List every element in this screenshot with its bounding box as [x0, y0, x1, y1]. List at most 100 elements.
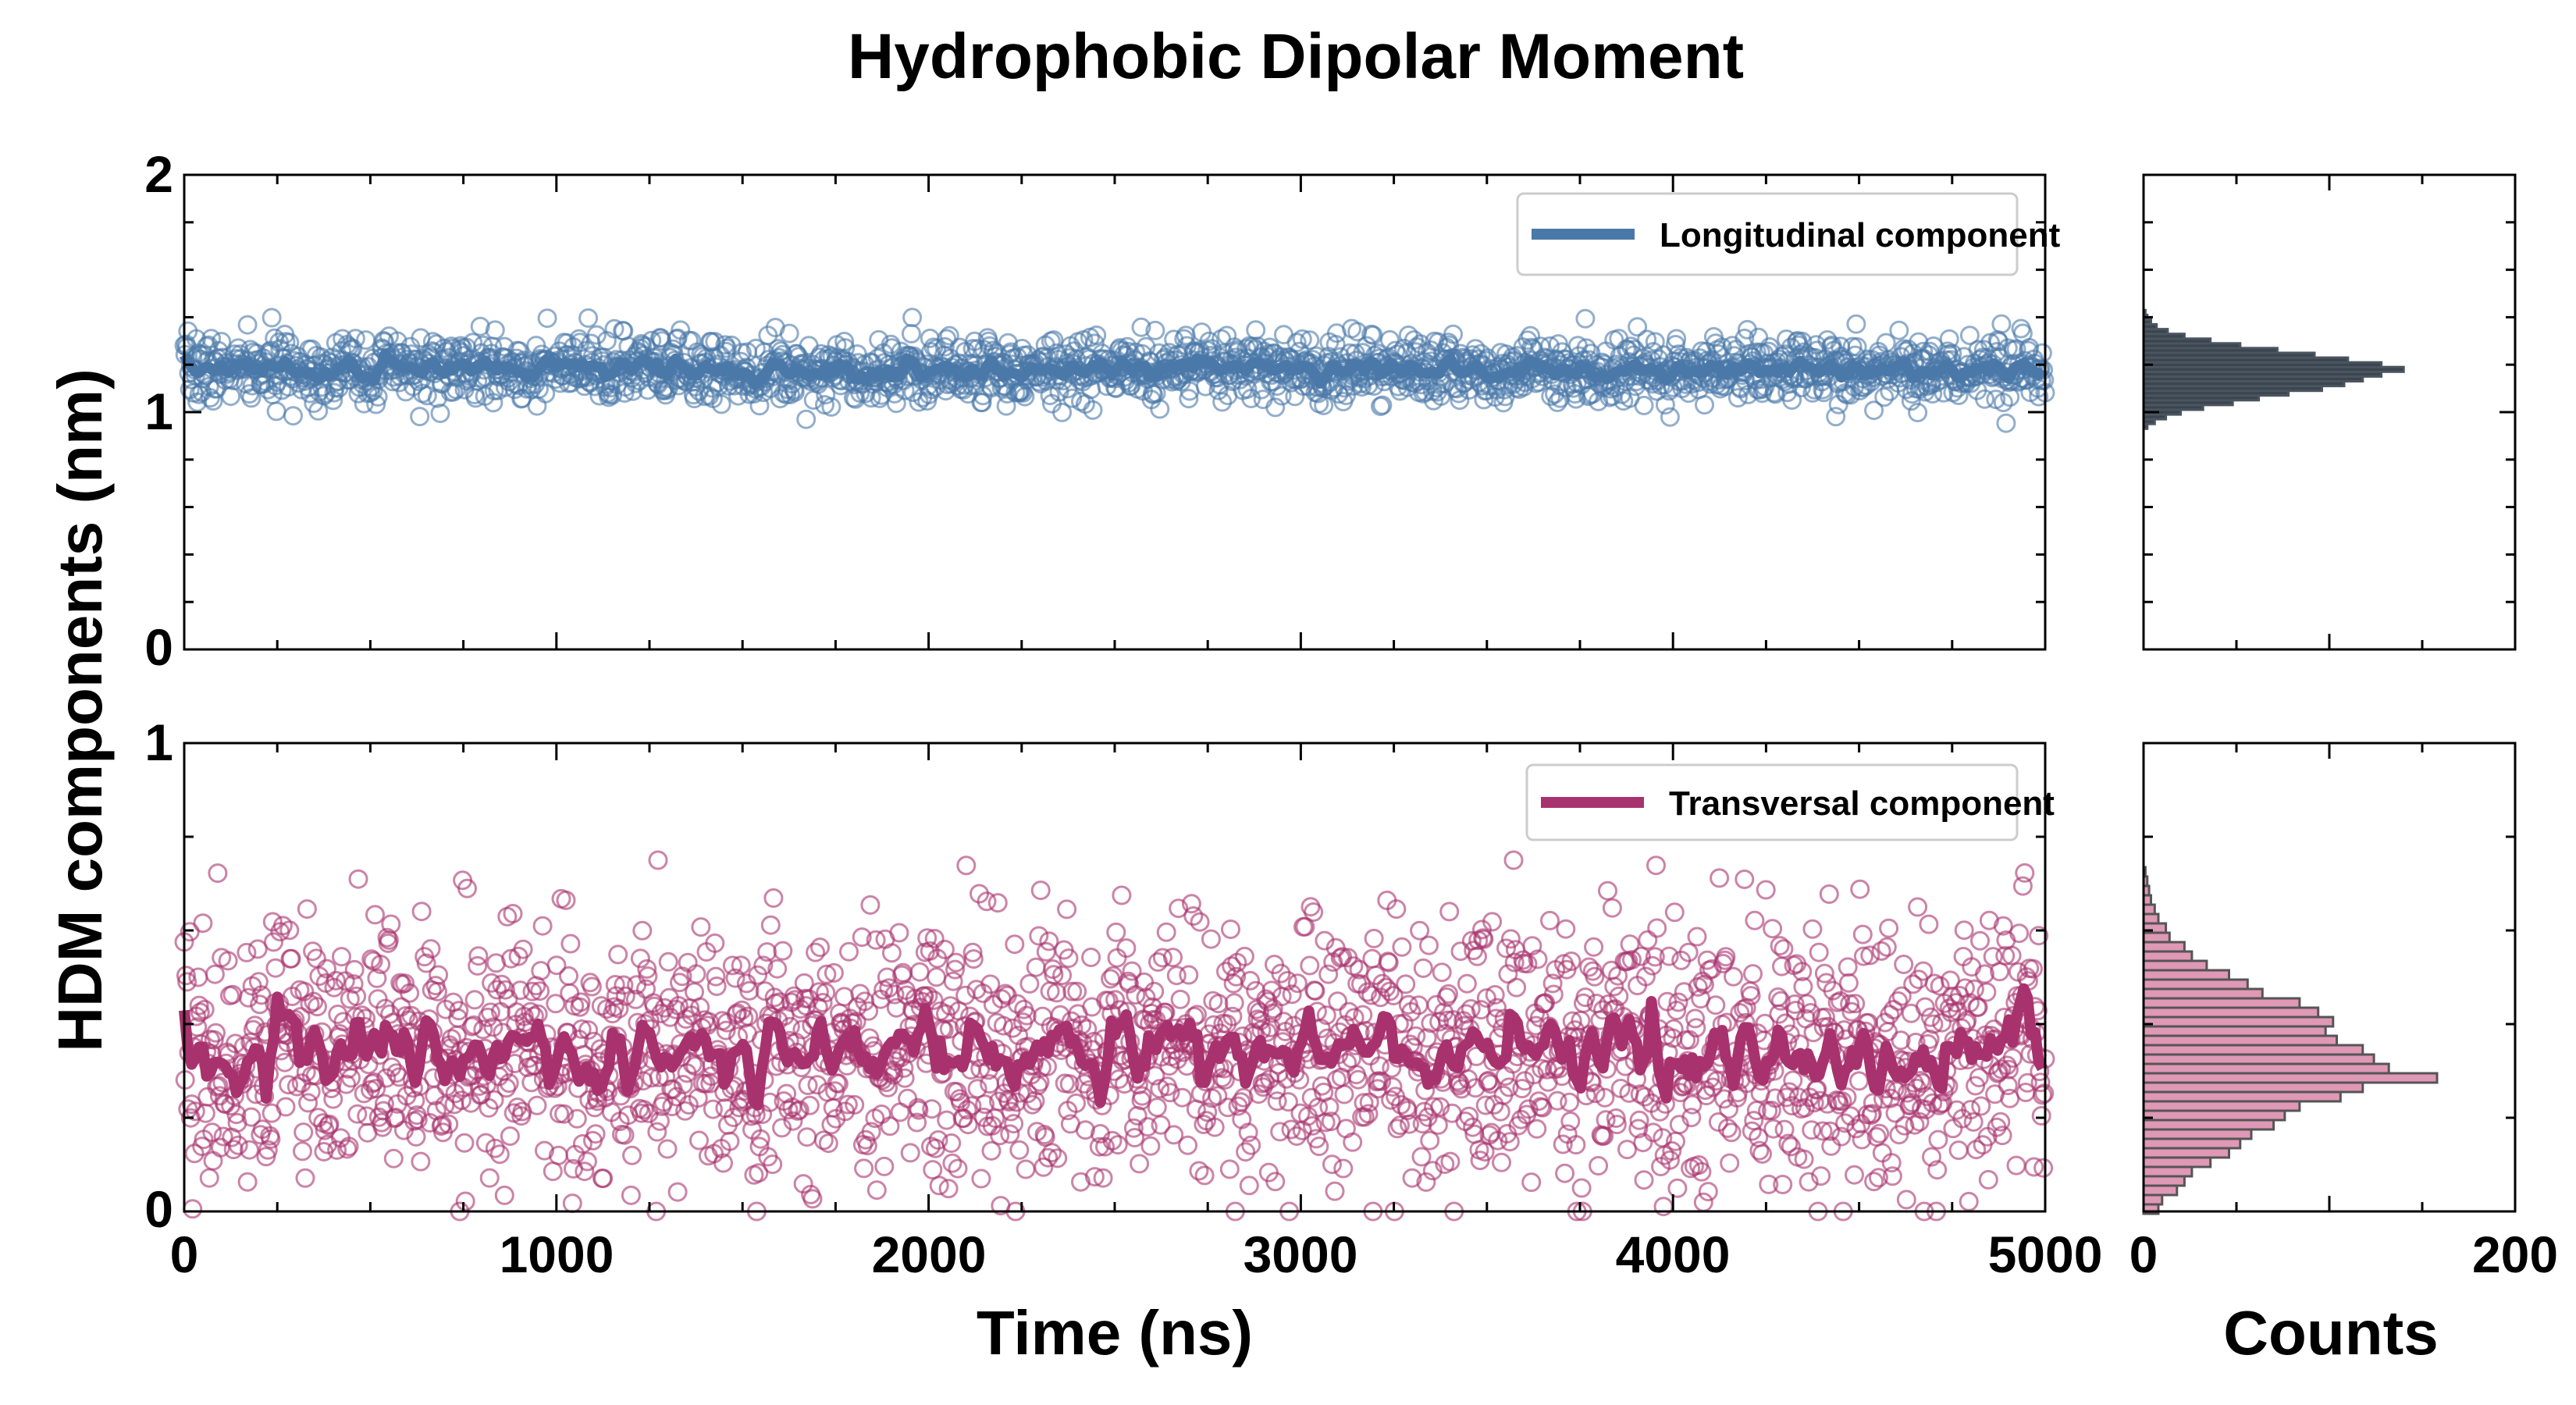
data-point — [1030, 1072, 1050, 1092]
data-point — [1047, 983, 1066, 1003]
data-point — [1261, 1017, 1281, 1037]
histogram-bar — [2142, 903, 2156, 916]
data-point — [343, 974, 364, 994]
data-point — [630, 948, 650, 969]
data-point — [443, 382, 464, 402]
data-point — [1119, 973, 1139, 994]
data-point — [731, 955, 751, 976]
data-point — [1057, 899, 1077, 919]
data-point — [763, 1154, 783, 1175]
data-point — [1144, 981, 1165, 1001]
data-point — [958, 1115, 978, 1135]
data-point — [208, 863, 228, 884]
data-point — [300, 383, 320, 404]
data-point — [971, 1168, 991, 1189]
data-point — [861, 1122, 881, 1142]
legend-label-longitudinal: Longitudinal component — [1660, 216, 2061, 254]
data-point — [1052, 402, 1073, 422]
data-point — [1241, 1135, 1261, 1155]
data-point — [1187, 1005, 1207, 1025]
data-point — [1081, 948, 1101, 967]
data-point — [410, 407, 430, 427]
data-point — [319, 1114, 340, 1134]
data-point — [250, 994, 270, 1015]
data-point — [798, 1076, 818, 1095]
data-point — [1160, 1083, 1180, 1103]
data-point — [1084, 1167, 1105, 1187]
data-point — [405, 1090, 425, 1111]
data-point — [489, 1144, 510, 1165]
data-point — [909, 1100, 929, 1120]
chart-title: Hydrophobic Dipolar Moment — [848, 21, 1744, 92]
data-point — [1183, 906, 1204, 926]
data-point — [1996, 413, 2016, 433]
data-point — [720, 1131, 740, 1151]
data-point — [208, 1076, 229, 1096]
data-point — [1163, 948, 1183, 968]
data-point — [241, 1107, 262, 1127]
x-axis-label: Time (ns) — [977, 1298, 1253, 1368]
data-point — [1122, 961, 1142, 981]
xtick-label-3000: 3000 — [1244, 1225, 1358, 1283]
data-point — [480, 1002, 500, 1023]
data-point — [390, 1067, 409, 1087]
data-point — [1208, 994, 1229, 1014]
data-point — [366, 1079, 386, 1099]
data-point — [1179, 389, 1199, 409]
data-point — [279, 1075, 299, 1095]
data-point — [681, 331, 702, 350]
histogram-bar — [2142, 1062, 2390, 1075]
data-point — [1112, 885, 1132, 905]
data-point — [348, 869, 368, 889]
data-point — [464, 990, 485, 1010]
data-point — [1896, 379, 1916, 400]
data-point — [1782, 390, 1802, 410]
data-point — [226, 1033, 246, 1054]
data-point — [411, 902, 432, 922]
data-point — [1194, 1115, 1214, 1134]
data-point — [722, 955, 742, 976]
data-point — [725, 968, 745, 988]
data-point — [1030, 880, 1051, 901]
data-point — [748, 965, 768, 985]
longitudinal-ticks — [183, 173, 2047, 651]
data-point — [621, 1185, 641, 1205]
data-point — [1257, 1022, 1277, 1042]
data-point — [799, 1095, 820, 1115]
data-point — [763, 888, 784, 908]
data-point — [176, 966, 196, 986]
data-point — [337, 1139, 358, 1159]
data-point — [866, 1180, 887, 1200]
data-point — [1019, 973, 1040, 994]
data-point — [1044, 330, 1064, 350]
data-point — [1226, 966, 1247, 987]
data-point — [648, 850, 668, 870]
xtick-label-1000: 1000 — [500, 1225, 614, 1283]
data-point — [939, 1019, 959, 1039]
data-point — [194, 999, 215, 1019]
data-point — [716, 1020, 736, 1040]
data-point — [605, 975, 625, 994]
data-point — [818, 1133, 838, 1154]
data-point — [1826, 407, 1846, 427]
data-point — [585, 1124, 606, 1144]
longitudinal-legend: Longitudinal component — [1516, 192, 2061, 276]
histogram-bar — [2142, 1090, 2342, 1103]
data-point — [395, 973, 415, 994]
data-point — [1001, 1101, 1021, 1122]
data-point — [203, 391, 223, 411]
histogram-bar — [2142, 950, 2194, 962]
data-point — [503, 904, 523, 923]
data-point — [1889, 320, 1909, 340]
data-point — [1238, 1122, 1258, 1143]
longitudinal-mean-line — [179, 349, 2047, 389]
data-point — [990, 1126, 1010, 1146]
data-point — [828, 1073, 849, 1094]
data-point — [622, 1145, 642, 1165]
data-point — [556, 890, 576, 910]
histogram-bar — [2142, 1137, 2242, 1150]
data-point — [560, 934, 581, 954]
data-point — [1059, 1074, 1080, 1094]
data-point — [304, 991, 324, 1012]
data-point — [1874, 387, 1895, 407]
